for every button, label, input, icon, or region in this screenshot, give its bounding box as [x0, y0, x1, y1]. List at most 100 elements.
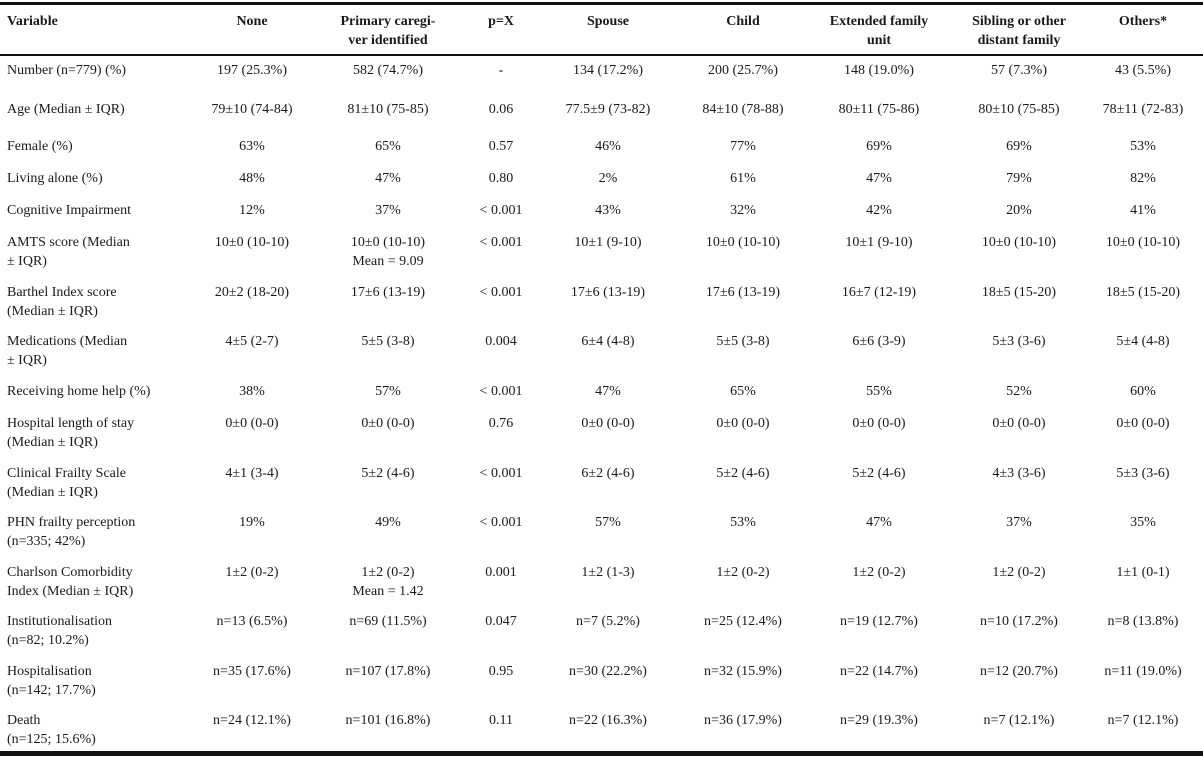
table-cell-line: n=7 (5.2%) — [576, 614, 640, 629]
table-cell: 0.95 — [463, 662, 539, 681]
table-cell-line: n=101 (16.8%) — [345, 713, 431, 728]
table-cell-line: 10±0 (10-10) — [705, 235, 781, 250]
table-cell: 69% — [949, 137, 1089, 156]
table-cell-line: 1±2 (0-2) — [225, 565, 279, 580]
table-cell-line: 47% — [866, 515, 892, 530]
table-cell: 48% — [192, 169, 312, 188]
table-cell: 18±5 (15-20) — [949, 283, 1089, 302]
table-cell-line: 1±2 (0-2) — [716, 565, 770, 580]
table-cell-line: 0±0 (0-0) — [852, 416, 906, 431]
table-cell-line: n=35 (17.6%) — [213, 664, 291, 679]
table-cell: 0.80 — [463, 169, 539, 188]
table-cell-line: 32% — [730, 203, 756, 218]
row-label: PHN frailty perception (n=335; 42%) — [7, 513, 192, 551]
table-cell-line: 0±0 (0-0) — [716, 416, 770, 431]
table-cell: 0±0 (0-0) — [1089, 414, 1197, 433]
table-cell-line: 0.57 — [488, 139, 514, 154]
row-label-line: Barthel Index score — [7, 285, 117, 300]
table-cell-line: 20% — [1006, 203, 1032, 218]
table-cell: 43 (5.5%) — [1089, 61, 1197, 80]
table-cell-line: < 0.001 — [479, 384, 523, 399]
table-cell-line: n=25 (12.4%) — [704, 614, 782, 629]
table-cell: 5±3 (3-6) — [949, 332, 1089, 351]
table-cell: 77.5±9 (73-82) — [539, 100, 677, 119]
table-cell: 0.76 — [463, 414, 539, 433]
table-cell-line: 42% — [866, 203, 892, 218]
table-cell-line: n=29 (19.3%) — [840, 713, 918, 728]
table-cell-line: 10±0 (10-10) — [214, 235, 290, 250]
table-cell-line: 0±0 (0-0) — [361, 416, 415, 431]
row-label: Medications (Median ± IQR) — [7, 332, 192, 370]
row-label-line: Clinical Frailty Scale — [7, 466, 126, 481]
row-label-line: (n=335; 42%) — [7, 534, 86, 549]
table-cell-line: 35% — [1130, 515, 1156, 530]
row-label-line: (Median ± IQR) — [7, 304, 98, 319]
table-cell: 5±3 (3-6) — [1089, 464, 1197, 483]
table-cell: n=7 (12.1%) — [949, 711, 1089, 730]
table-cell: 47% — [539, 382, 677, 401]
table-cell: 17±6 (13-19) — [318, 283, 458, 302]
table-cell-line: 0.76 — [488, 416, 514, 431]
table-cell-line: 47% — [866, 171, 892, 186]
table-cell-line: 79% — [1006, 171, 1032, 186]
table-cell-line: 1±2 (0-2) — [361, 565, 415, 580]
table-cell: n=12 (20.7%) — [949, 662, 1089, 681]
table-cell: < 0.001 — [463, 464, 539, 483]
table-cell-line: 4±5 (2-7) — [225, 334, 279, 349]
table-cell: 46% — [539, 137, 677, 156]
table-cell: 148 (19.0%) — [809, 61, 949, 80]
table-cell-line: n=8 (13.8%) — [1107, 614, 1179, 629]
table-cell: 10±1 (9-10) — [809, 233, 949, 252]
table-cell: 81±10 (75-85) — [318, 100, 458, 119]
table-cell: 52% — [949, 382, 1089, 401]
table-cell: 6±6 (3-9) — [809, 332, 949, 351]
table-cell-line: 57% — [595, 515, 621, 530]
table-cell-line: n=36 (17.9%) — [704, 713, 782, 728]
row-label: Female (%) — [7, 137, 192, 156]
column-header-line: ver identified — [348, 33, 428, 48]
table-cell-line: 10±1 (9-10) — [845, 235, 913, 250]
table-cell-line: 197 (25.3%) — [217, 63, 287, 78]
table-cell-line: 582 (74.7%) — [353, 63, 423, 78]
table-cell-line: < 0.001 — [479, 466, 523, 481]
table-cell-line: n=11 (19.0%) — [1104, 664, 1182, 679]
row-label-line: ± IQR) — [7, 254, 47, 269]
table-cell: 41% — [1089, 201, 1197, 220]
table-cell: 18±5 (15-20) — [1089, 283, 1197, 302]
table-cell: n=69 (11.5%) — [318, 612, 458, 631]
table-cell: 1±1 (0-1) — [1089, 563, 1197, 582]
table-cell-line: 20±2 (18-20) — [214, 285, 290, 300]
table-cell: 5±2 (4-6) — [318, 464, 458, 483]
row-label: Living alone (%) — [7, 169, 192, 188]
table-cell: 1±2 (0-2) — [809, 563, 949, 582]
row-label-line: ± IQR) — [7, 353, 47, 368]
table-cell: 6±4 (4-8) — [539, 332, 677, 351]
table-cell: 5±2 (4-6) — [809, 464, 949, 483]
table-cell: 80±11 (75-86) — [809, 100, 949, 119]
table-cell-line: n=10 (17.2%) — [980, 614, 1058, 629]
table-cell-line: n=7 (12.1%) — [983, 713, 1055, 728]
table-cell-line: 53% — [730, 515, 756, 530]
table-cell-line: n=30 (22.2%) — [569, 664, 647, 679]
table-cell-line: 6±6 (3-9) — [852, 334, 906, 349]
table-cell: 4±1 (3-4) — [192, 464, 312, 483]
table-cell-line: 81±10 (75-85) — [347, 102, 429, 117]
table-cell: 0.047 — [463, 612, 539, 631]
row-label-line: AMTS score (Median — [7, 235, 130, 250]
row-label-line: PHN frailty perception — [7, 515, 136, 530]
table-cell: 10±0 (10-10) — [1089, 233, 1197, 252]
table-cell: 134 (17.2%) — [539, 61, 677, 80]
table-cell: 32% — [677, 201, 809, 220]
table-cell-line: 6±4 (4-8) — [581, 334, 635, 349]
table-cell: 5±5 (3-8) — [677, 332, 809, 351]
column-header-line: None — [236, 14, 268, 29]
column-header: Child — [677, 12, 809, 31]
table-cell-line: 6±2 (4-6) — [581, 466, 635, 481]
table-cell-line: 10±0 (10-10) — [1105, 235, 1181, 250]
table-cell-line: 148 (19.0%) — [844, 63, 914, 78]
table-cell-line: 18±5 (15-20) — [1105, 285, 1181, 300]
table-cell-line: 65% — [375, 139, 401, 154]
table-cell-line: 1±1 (0-1) — [1116, 565, 1170, 580]
column-header: None — [192, 12, 312, 31]
table-cell: n=19 (12.7%) — [809, 612, 949, 631]
